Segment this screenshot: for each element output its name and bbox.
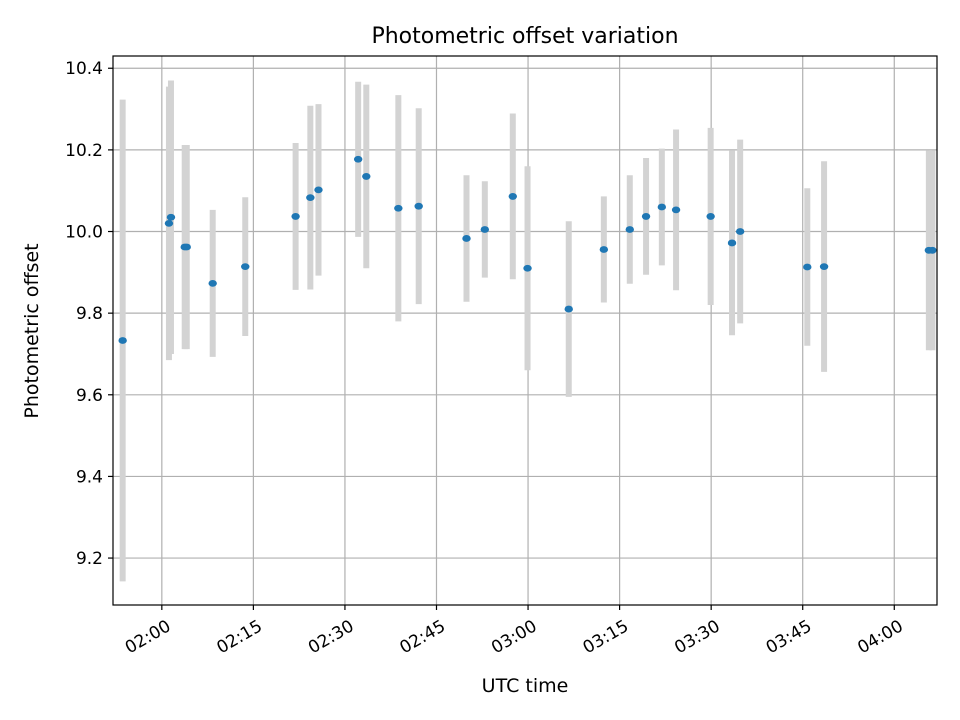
- data-point: [182, 243, 191, 251]
- data-point: [480, 226, 490, 233]
- y-tick-label: 9.8: [76, 304, 103, 324]
- x-axis-label: UTC time: [482, 675, 569, 697]
- data-point: [928, 246, 937, 254]
- data-point: [291, 213, 300, 220]
- data-point: [462, 235, 471, 242]
- y-tick-label: 9.6: [76, 386, 103, 406]
- data-point: [819, 263, 829, 271]
- data-point: [414, 202, 423, 210]
- y-tick-label: 10.4: [65, 59, 103, 79]
- data-point: [306, 194, 315, 202]
- data-point: [625, 226, 634, 233]
- y-tick-label: 10.2: [65, 141, 103, 161]
- data-point: [353, 155, 363, 163]
- x-tick-label: 03:30: [671, 616, 723, 658]
- x-tick-label: 03:00: [488, 616, 540, 658]
- data-point: [599, 246, 609, 253]
- data-point: [564, 305, 573, 313]
- data-points: [118, 155, 937, 344]
- data-point: [362, 173, 371, 180]
- y-axis-label: Photometric offset: [21, 243, 43, 418]
- data-point: [241, 263, 250, 271]
- y-axis: 9.2 9.4 9.6 9.8 10.0 10.2 10.4: [65, 59, 113, 569]
- y-tick-label: 9.2: [76, 549, 103, 569]
- data-point: [523, 264, 532, 272]
- x-tick-label: 02:45: [397, 616, 449, 658]
- data-point: [803, 263, 812, 271]
- x-tick-label: 04:00: [854, 616, 906, 658]
- data-point: [671, 206, 681, 214]
- chart-title: Photometric offset variation: [371, 24, 678, 49]
- data-point: [394, 204, 403, 212]
- data-point: [735, 228, 745, 235]
- data-point: [706, 213, 715, 220]
- x-tick-label: 02:15: [213, 616, 265, 658]
- data-point: [508, 193, 517, 200]
- data-point: [727, 239, 737, 247]
- x-tick-label: 03:15: [580, 616, 632, 658]
- data-point: [657, 203, 667, 211]
- data-point: [208, 279, 217, 287]
- x-tick-label: 03:45: [763, 616, 815, 658]
- data-point: [314, 186, 323, 194]
- x-tick-label: 02:00: [122, 616, 174, 658]
- data-point: [166, 213, 176, 221]
- x-axis: 02:00 02:15 02:30 02:45 03:00 03:15 03:30 03:45…: [122, 605, 907, 658]
- y-tick-label: 10.0: [65, 223, 103, 243]
- data-point: [118, 337, 127, 344]
- y-tick-label: 9.4: [76, 467, 103, 487]
- x-tick-label: 02:30: [305, 616, 357, 658]
- data-point: [641, 213, 651, 220]
- data-point: [164, 219, 174, 227]
- plot-frame: [112, 55, 938, 606]
